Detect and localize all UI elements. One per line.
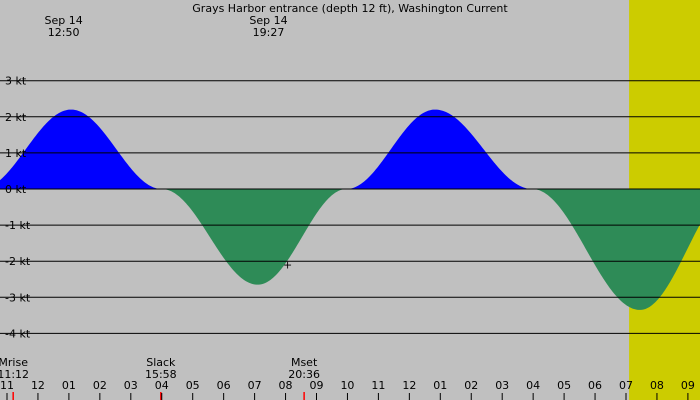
top-event-date-2: Sep 14 [45,14,83,27]
ebb-current-area [0,189,700,310]
gridlines [0,80,700,334]
x-tick-label-14: 02 [93,379,107,392]
x-tick-label-11: 11 [0,379,14,392]
top-event-time-2: 12:50 [48,26,80,39]
x-tick-label-25: 01 [433,379,447,392]
x-axis-hour-ticks: 11 12 01 02 03 04 05 06 07 08 09 10 11 12 01 02 03 04 05 06… [0,379,695,400]
x-tick-label-15: 03 [124,379,138,392]
x-tick-label-33: 09 [681,379,695,392]
x-tick-label-28: 04 [526,379,540,392]
x-tick-label-27: 03 [495,379,509,392]
top-event-date-3: Sep 14 [249,14,287,27]
x-tick-label-32: 08 [650,379,664,392]
y-tick-label: 1 kt [5,147,27,160]
x-tick-label-29: 05 [557,379,571,392]
current-time-marker: + [283,258,292,271]
x-tick-label-19: 07 [248,379,262,392]
top-event-time-3: 19:27 [253,26,285,39]
x-tick-label-31: 07 [619,379,633,392]
x-tick-label-18: 06 [217,379,231,392]
x-tick-label-23: 11 [371,379,385,392]
x-tick-label-21: 09 [310,379,324,392]
y-tick-label: -4 kt [5,327,31,340]
bottom-event-label-2: Mrise [0,356,28,369]
x-tick-label-12: 12 [31,379,45,392]
chart-title: Grays Harbor entrance (depth 12 ft), Was… [192,2,508,15]
y-axis-ticks: 3 kt 2 kt 1 kt 0 kt -1 kt -2 kt -3 kt -4 kt [5,75,31,341]
y-tick-label: 3 kt [5,75,27,88]
bottom-event-time-4: 20:36 [288,368,320,381]
bottom-event-label-3: Slack [146,356,176,369]
x-tick-label-24: 12 [402,379,416,392]
x-tick-label-17: 05 [186,379,200,392]
y-tick-label: 2 kt [5,111,27,124]
x-tick-label-30: 06 [588,379,602,392]
y-tick-label: 0 kt [5,183,27,196]
current-area-layer [0,109,700,310]
y-tick-label: -3 kt [5,291,31,304]
bottom-event-label-4: Mset [291,356,318,369]
flood-current-area [0,109,700,189]
x-tick-label-13: 01 [62,379,76,392]
x-tick-label-20: 08 [279,379,293,392]
bottom-event-time-3: 15:58 [145,368,177,381]
bottom-event-time-2: 11:12 [0,368,29,381]
x-tick-label-16: 04 [155,379,169,392]
x-tick-label-22: 10 [340,379,354,392]
y-tick-label: -1 kt [5,219,31,232]
x-tick-label-26: 02 [464,379,478,392]
bottom-event-labels: Slack04:00Slack09:58Mrise11:12Slack15:58… [0,356,320,400]
y-tick-label: -2 kt [5,255,31,268]
